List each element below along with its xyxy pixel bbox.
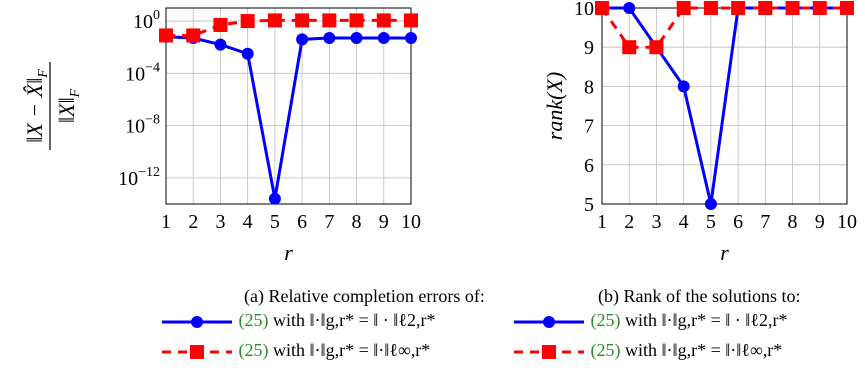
- point-red-r8: [785, 1, 800, 15]
- point-blue-r2: [623, 2, 636, 14]
- point-blue-r4: [241, 47, 254, 60]
- series-line-red: [166, 18, 411, 37]
- y-axis-label-numerator: ‖X − X̂‖F: [22, 69, 51, 143]
- legend-a-red-line-icon: [162, 344, 232, 359]
- x-axis-label: r: [720, 240, 729, 265]
- x-tick-label-10: 10: [401, 211, 421, 233]
- x-tick-label-9: 9: [379, 211, 389, 233]
- legend-a-blue-line-icon: [162, 315, 232, 328]
- legend-b-ref-1: (25): [590, 310, 621, 330]
- legend-b-ref-2: (25): [590, 340, 621, 360]
- plot-frame: [165, 7, 412, 205]
- series-line-blue: [165, 35, 411, 200]
- x-tick-label-4: 4: [679, 211, 689, 233]
- point-red-r5: [703, 1, 718, 15]
- point-red-r2: [186, 28, 201, 43]
- point-red-r10: [840, 1, 854, 15]
- y-tick-label-3: 10−12: [118, 165, 160, 190]
- y-axis-label: ‖X − X̂‖F‖X‖F: [22, 62, 83, 150]
- y-axis-label-denominator: ‖X‖F: [54, 88, 83, 123]
- point-red-r6: [731, 1, 746, 15]
- point-blue-r5: [704, 198, 717, 210]
- point-red-r10: [404, 13, 418, 28]
- caption-b: (b) Rank of the solutions to:: [598, 286, 801, 306]
- point-red-r4: [676, 1, 691, 15]
- point-red-r1: [159, 28, 173, 43]
- point-red-r3: [213, 17, 228, 32]
- point-red-r9: [376, 13, 391, 28]
- caption-a: (a) Relative completion errors of:: [244, 286, 485, 306]
- point-red-r5: [267, 13, 282, 28]
- x-tick-label-4: 4: [243, 211, 253, 233]
- y-tick-label-5: 10: [574, 0, 594, 20]
- x-tick-label-7: 7: [760, 211, 770, 233]
- point-red-r6: [295, 13, 310, 28]
- series-line-red: [600, 6, 847, 49]
- point-red-r1: [595, 1, 609, 15]
- x-tick-label-1: 1: [161, 211, 171, 233]
- point-red-r7: [758, 1, 773, 15]
- legend-a-text-2: with ‖·‖g,r* = ‖·‖ℓ∞,r*: [268, 340, 431, 360]
- point-blue-r9: [377, 32, 390, 45]
- point-red-r7: [322, 13, 337, 28]
- legend-b-entry-2: (25) with ‖·‖g,r* = ‖·‖ℓ∞,r*: [512, 340, 782, 363]
- y-tick-label-2: 7: [584, 116, 594, 138]
- x-axis-label: r: [284, 240, 293, 265]
- legend-b-text-1: with ‖·‖g,r* = ‖ · ‖ℓ2,r*: [620, 310, 788, 330]
- point-red-r3: [649, 40, 664, 55]
- x-tick-label-6: 6: [297, 211, 307, 233]
- x-tick-label-9: 9: [815, 211, 825, 233]
- legend-b-red-line-icon: [514, 344, 584, 359]
- legend-b-entry-1: (25) with ‖·‖g,r* = ‖ · ‖ℓ2,r*: [512, 310, 787, 333]
- x-tick-label-10: 10: [837, 211, 857, 233]
- y-tick-label-2: 10−8: [125, 113, 160, 138]
- x-tick-label-2: 2: [188, 211, 198, 233]
- y-axis-label: rank(X): [542, 72, 567, 140]
- series-group: [595, 1, 854, 210]
- point-red-r9: [812, 1, 827, 15]
- legend-b-blue-line-icon: [514, 315, 584, 328]
- point-blue-r4: [677, 80, 690, 93]
- x-tick-label-5: 5: [270, 211, 280, 233]
- point-blue-r10: [405, 32, 417, 45]
- x-tick-label-6: 6: [733, 211, 743, 233]
- x-tick-label-3: 3: [215, 211, 225, 233]
- x-tick-label-5: 5: [706, 211, 716, 233]
- legend-a-entry-1: (25) with ‖·‖g,r* = ‖ · ‖ℓ2,r*: [160, 310, 435, 333]
- y-tick-label-4: 9: [584, 37, 594, 59]
- y-tick-label-1: 6: [584, 155, 594, 177]
- x-tick-label-8: 8: [788, 211, 798, 233]
- x-tick-label-1: 1: [597, 211, 607, 233]
- x-tick-label-8: 8: [352, 211, 362, 233]
- y-tick-label-1: 10−4: [125, 60, 160, 85]
- x-tick-label-7: 7: [324, 211, 334, 233]
- point-blue-r3: [214, 38, 227, 51]
- legend-a-entry-2: (25) with ‖·‖g,r* = ‖·‖ℓ∞,r*: [160, 340, 430, 363]
- x-tick-label-2: 2: [624, 211, 634, 233]
- chart-panel-a: 1 2 3 4 5 6 7 8 9 10 100 10−4 10−8 10−12 r ‖X − X̂‖F‖X‖…: [22, 7, 421, 265]
- point-blue-r7: [323, 32, 336, 45]
- series-line-blue: [602, 6, 847, 205]
- y-tick-label-3: 8: [584, 76, 594, 98]
- y-tick-label-0: 100: [133, 8, 160, 33]
- series-group: [159, 13, 418, 205]
- legend-a-text-1: with ‖·‖g,r* = ‖ · ‖ℓ2,r*: [268, 310, 436, 330]
- point-blue-r5: [268, 192, 281, 205]
- legend-a-ref-2: (25): [238, 340, 269, 360]
- x-tick-label-3: 3: [651, 211, 661, 233]
- y-tick-label-0: 5: [584, 194, 594, 216]
- point-blue-r8: [350, 32, 363, 45]
- point-red-r8: [349, 13, 364, 28]
- legend-b-text-2: with ‖·‖g,r* = ‖·‖ℓ∞,r*: [620, 340, 783, 360]
- legend-a-ref-1: (25): [238, 310, 269, 330]
- point-blue-r6: [296, 33, 309, 46]
- point-red-r4: [240, 14, 255, 29]
- point-red-r2: [622, 40, 637, 55]
